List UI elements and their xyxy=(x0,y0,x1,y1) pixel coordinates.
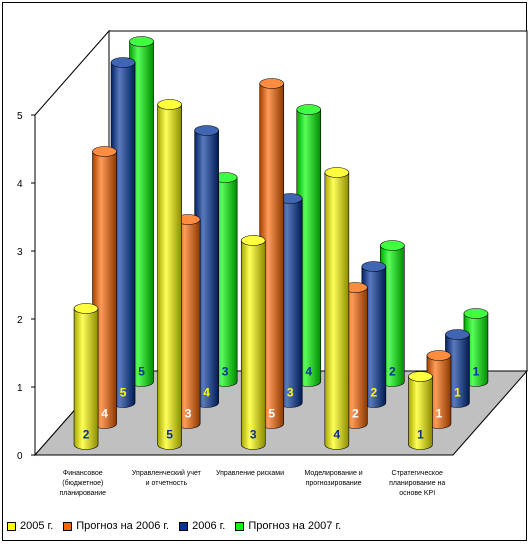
x-tick-label: (бюджетное) xyxy=(62,479,103,487)
data-label: 1 xyxy=(417,428,424,442)
x-tick-label: прогнозирование xyxy=(306,480,362,487)
bar: 5 xyxy=(129,36,154,387)
x-axis: Финансовое (бюджетное) планирование Управле… xyxy=(60,469,446,497)
bar: 1 xyxy=(445,329,470,408)
data-label: 4 xyxy=(334,428,341,442)
legend-item: 2005 г. xyxy=(7,520,53,532)
chart-bars: 5 3 4 2 15 4 3 2 14 3 5 2 12 5 3 4 1 xyxy=(73,36,489,450)
data-label: 1 xyxy=(473,365,480,379)
legend-item: Прогноз на 2006 г. xyxy=(63,520,169,532)
legend-label: 2006 г. xyxy=(192,520,226,532)
data-label: 3 xyxy=(287,386,294,400)
data-label: 4 xyxy=(101,407,108,421)
y-axis: 0 1 2 3 4 5 xyxy=(17,111,35,462)
data-label: 5 xyxy=(120,386,127,400)
data-label: 3 xyxy=(250,428,257,442)
y-tick-label: 5 xyxy=(17,111,23,122)
data-label: 5 xyxy=(166,428,173,442)
x-tick-label: Финансовое xyxy=(63,470,103,477)
legend-label: Прогноз на 2007 г. xyxy=(248,520,342,532)
data-label: 5 xyxy=(138,365,145,379)
data-label: 2 xyxy=(371,386,378,400)
bar: 1 xyxy=(463,308,489,387)
data-label: 2 xyxy=(83,428,90,442)
data-label: 5 xyxy=(268,407,275,421)
bar: 4 xyxy=(324,167,350,450)
x-tick-label: планирование на xyxy=(389,480,445,487)
legend-label: Прогноз на 2006 г. xyxy=(76,520,170,532)
data-label: 4 xyxy=(305,365,312,379)
bar: 3 xyxy=(212,172,238,387)
bar: 2 xyxy=(361,261,387,408)
legend-swatch xyxy=(63,521,73,531)
bar: 3 xyxy=(240,235,266,450)
legend-swatch xyxy=(235,521,245,531)
x-tick-label: и отчетность xyxy=(146,480,188,487)
legend-label: 2005 г. xyxy=(20,520,54,532)
x-tick-label: Управление рисками xyxy=(216,470,284,477)
data-label: 3 xyxy=(185,407,192,421)
bar: 2 xyxy=(343,282,368,429)
legend-swatch xyxy=(7,521,16,531)
x-tick-label: Управленческий учет xyxy=(132,469,202,477)
bar: 1 xyxy=(408,371,433,450)
data-label: 2 xyxy=(389,365,396,379)
bar: 5 xyxy=(110,57,136,408)
data-label: 4 xyxy=(203,386,210,400)
data-label: 1 xyxy=(436,407,443,421)
y-tick-label: 2 xyxy=(17,315,23,326)
bar: 3 xyxy=(277,193,303,408)
data-label: 3 xyxy=(222,365,229,379)
bar: 3 xyxy=(175,214,201,429)
bar: 1 xyxy=(426,350,452,429)
x-tick-label: Стратегическое xyxy=(392,470,443,477)
x-tick-label: основе KPI xyxy=(399,490,435,497)
y-tick-label: 3 xyxy=(17,247,23,258)
data-label: 1 xyxy=(454,386,461,400)
y-tick-label: 1 xyxy=(17,383,23,394)
x-tick-label: планирование xyxy=(60,490,107,497)
chart-legend: 2005 г. Прогноз на 2006 г. 2006 г. Прогн… xyxy=(7,517,523,535)
legend-swatch xyxy=(179,521,189,531)
y-tick-label: 0 xyxy=(17,451,23,462)
bar: 2 xyxy=(73,303,99,450)
x-tick-label: Моделирование и xyxy=(304,470,362,477)
bar: 5 xyxy=(157,99,182,450)
bar: 4 xyxy=(92,146,117,429)
legend-item: Прогноз на 2007 г. xyxy=(235,520,341,532)
y-tick-label: 4 xyxy=(17,179,23,190)
legend-item: 2006 г. xyxy=(179,520,225,532)
bar: 2 xyxy=(380,240,405,387)
data-label: 2 xyxy=(352,407,359,421)
